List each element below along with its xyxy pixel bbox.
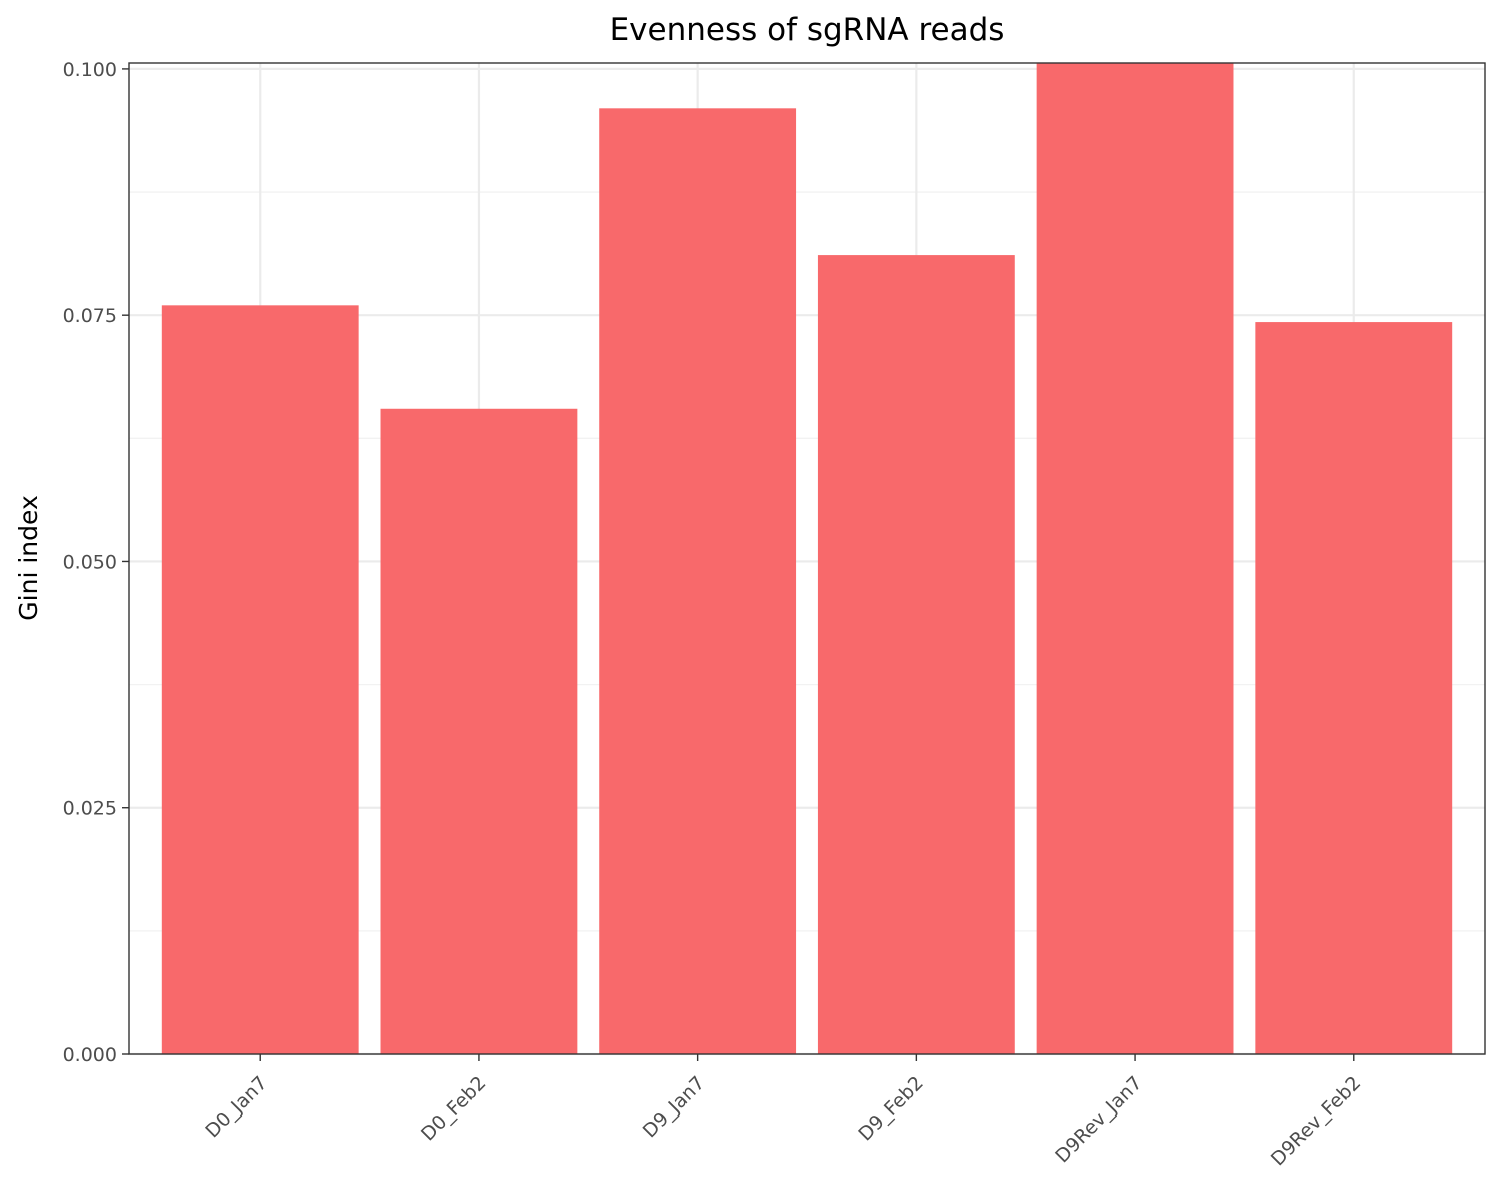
bar-d9rev-feb2 — [1255, 322, 1453, 1055]
y-axis-label: Gini index — [14, 495, 43, 620]
y-tick-label: 0.050 — [63, 551, 117, 573]
chart-title: Evenness of sgRNA reads — [610, 12, 1005, 48]
bar-d0-feb2 — [380, 408, 578, 1055]
y-tick-label: 0.100 — [63, 59, 117, 81]
bar-d9-jan7 — [599, 108, 797, 1055]
y-tick-label: 0.025 — [63, 798, 117, 820]
bar-d9-feb2 — [817, 255, 1015, 1055]
bar-d0-jan7 — [161, 305, 359, 1054]
bars — [161, 63, 1453, 1055]
y-tick-label: 0.075 — [63, 305, 117, 327]
y-tick-label: 0.000 — [63, 1044, 117, 1066]
bar-d9rev-jan7 — [1036, 63, 1234, 1054]
panel-border — [128, 62, 1486, 1055]
